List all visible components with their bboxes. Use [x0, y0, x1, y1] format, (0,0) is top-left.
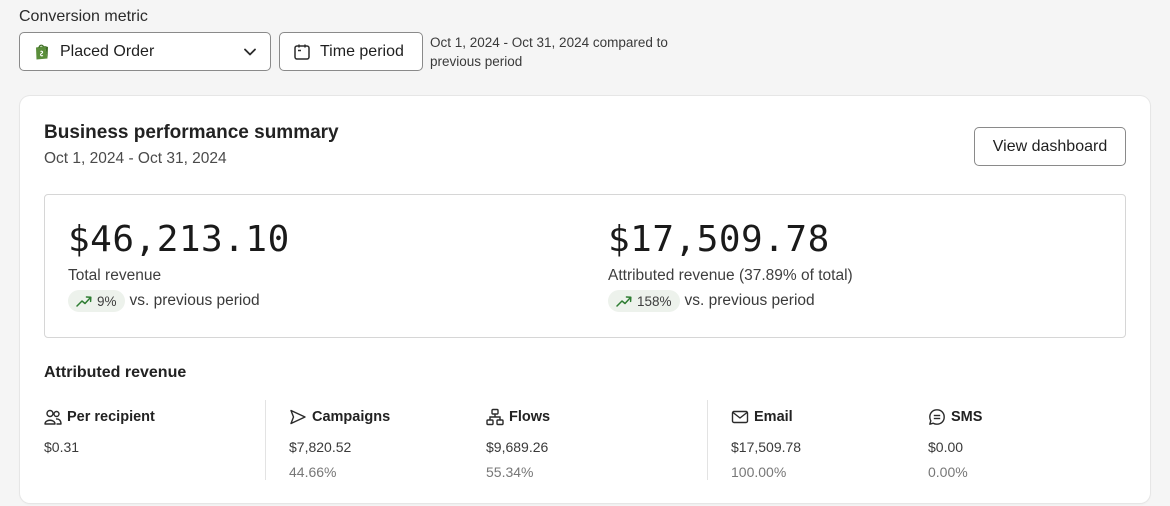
attributed-revenue-value: $17,509.78: [608, 219, 830, 260]
revenue-totals-panel: $46,213.10 Total revenue 9% vs. previous…: [44, 194, 1126, 338]
sms-icon: [929, 409, 945, 425]
people-icon: [44, 409, 62, 425]
per-recipient-value: $0.31: [44, 439, 80, 455]
total-revenue-value: $46,213.10: [68, 219, 290, 260]
flows-value: $9,689.26: [486, 439, 549, 455]
flows-label: Flows: [509, 409, 551, 425]
campaigns-label: Campaigns: [312, 409, 391, 425]
send-icon: [290, 409, 306, 425]
attributed-change-value: 158%: [637, 293, 672, 309]
flows-icon: [486, 408, 504, 426]
sms-label: SMS: [951, 409, 983, 425]
sms-share: 0.00%: [928, 464, 968, 480]
comparison-range-note: Oct 1, 2024 - Oct 31, 2024 compared to p…: [430, 35, 668, 69]
chevron-down-icon: [244, 48, 256, 55]
conversion-metric-select[interactable]: Placed Order: [19, 32, 271, 71]
card-title: Business performance summary: [44, 122, 339, 143]
total-revenue-trend: 9% vs. previous period: [68, 290, 260, 312]
view-dashboard-button[interactable]: View dashboard: [974, 127, 1126, 166]
divider: [265, 400, 266, 480]
email-icon: [731, 410, 749, 424]
attributed-vs-label: vs. previous period: [684, 292, 815, 309]
total-revenue-label: Total revenue: [68, 267, 162, 284]
flows-share: 55.34%: [486, 464, 534, 480]
card-date-range: Oct 1, 2024 - Oct 31, 2024: [44, 150, 227, 167]
campaigns-share: 44.66%: [289, 464, 337, 480]
sms-value: $0.00: [928, 439, 964, 455]
per-recipient-label: Per recipient: [67, 409, 155, 425]
attributed-revenue-label: Attributed revenue (37.89% of total): [608, 267, 853, 284]
business-performance-card: Business performance summary Oct 1, 2024…: [20, 96, 1150, 503]
total-change-value: 9%: [97, 293, 117, 309]
flows-stat: Flows $9,689.26 55.34%: [486, 408, 550, 480]
trend-up-icon: [616, 296, 632, 307]
per-recipient-stat: Per recipient $0.31: [44, 408, 155, 455]
email-stat: Email $17,509.78 100.00%: [731, 408, 801, 480]
trend-up-icon: [76, 296, 92, 307]
attributed-revenue-trend: 158% vs. previous period: [608, 290, 815, 312]
sms-stat: SMS $0.00 0.00%: [928, 408, 982, 480]
shopify-bag-icon: [36, 44, 48, 60]
campaigns-value: $7,820.52: [289, 439, 352, 455]
total-change-badge: 9%: [68, 290, 125, 312]
time-period-label: Time period: [320, 42, 404, 60]
time-period-button[interactable]: Time period: [279, 32, 423, 71]
divider: [707, 400, 708, 480]
campaigns-stat: Campaigns $7,820.52 44.66%: [289, 408, 390, 480]
conversion-metric-label: Conversion metric: [19, 8, 148, 25]
selected-metric: Placed Order: [60, 42, 155, 60]
total-vs-label: vs. previous period: [129, 292, 260, 309]
email-value: $17,509.78: [731, 439, 802, 455]
email-share: 100.00%: [731, 464, 787, 480]
attributed-change-badge: 158%: [608, 290, 680, 312]
attributed-revenue-heading: Attributed revenue: [44, 364, 187, 381]
email-label: Email: [754, 409, 793, 425]
calendar-icon: [294, 44, 310, 60]
